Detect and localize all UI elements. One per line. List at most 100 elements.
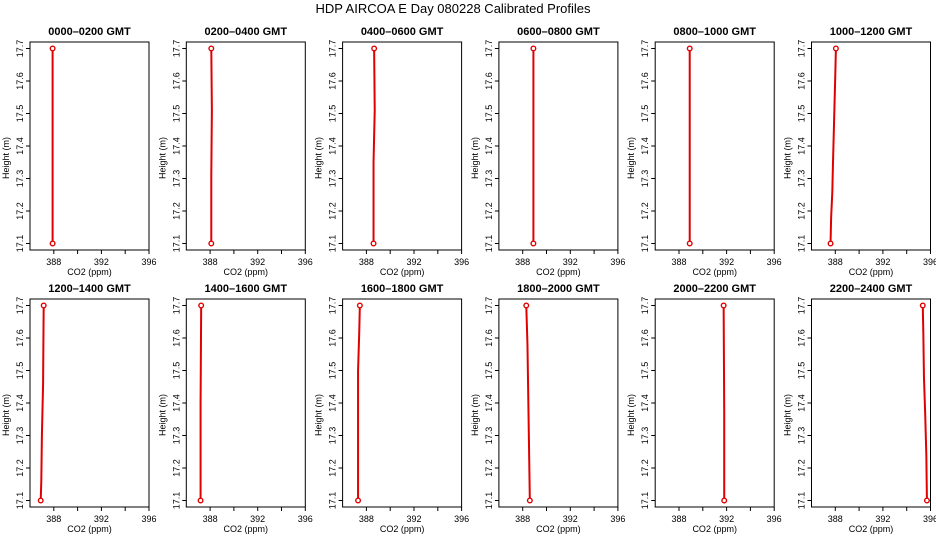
x-axis-label: CO2 (ppm) [692,267,737,277]
y-tick-label: 17.3 [640,170,650,188]
y-tick-label: 17.1 [328,235,338,253]
x-axis-label: CO2 (ppm) [692,524,737,534]
panel-11: 2000–2200 GMT 388 392 396 17.1 17.2 17.3 17.4 17… [626,283,782,534]
x-tick-label: 392 [406,257,421,267]
profile-point [355,497,362,504]
y-tick-label: 17.3 [15,170,25,188]
y-tick-label: 17.6 [484,72,494,90]
x-tick-label: 396 [767,514,782,524]
y-tick-label: 17.2 [640,459,650,477]
plot-frame [654,41,775,251]
y-tick-label: 17.7 [328,297,338,315]
y-axis-label: Height (m) [157,137,167,179]
figure-title: HDP AIRCOA E Day 080228 Calibrated Profi… [315,1,591,16]
y-tick-label: 17.7 [640,40,650,58]
y-tick-label: 17.6 [171,329,181,347]
panel-10: 1800–2000 GMT 388 392 396 17.1 17.2 17.3 17.4 17… [470,283,626,534]
y-axis-label: Height (m) [783,394,793,436]
y-tick-label: 17.7 [15,40,25,58]
x-axis-label: CO2 (ppm) [536,267,581,277]
y-tick-label: 17.3 [171,427,181,445]
x-axis-label: CO2 (ppm) [380,524,425,534]
x-tick-label: 392 [719,257,734,267]
y-tick-label: 17.7 [797,297,807,315]
y-tick-label: 17.2 [484,202,494,220]
y-tick-label: 17.7 [640,297,650,315]
x-tick-label: 392 [406,514,421,524]
x-tick-label: 392 [94,257,109,267]
panel-9: 1600–1800 GMT 388 392 396 17.1 17.2 17.3 17.4 17… [314,283,470,534]
x-tick-label: 396 [454,257,469,267]
y-tick-label: 17.4 [15,137,25,155]
x-tick-label: 396 [298,514,313,524]
y-tick-label: 17.4 [484,137,494,155]
x-tick-label: 396 [610,257,625,267]
y-tick-label: 17.6 [484,329,494,347]
y-tick-label: 17.2 [15,202,25,220]
panel-title: 0800–1000 GMT [673,26,756,38]
profile-line [39,305,45,501]
y-tick-label: 17.7 [15,297,25,315]
y-tick-label: 17.6 [328,329,338,347]
y-tick-label: 17.5 [640,362,650,380]
y-tick-label: 17.4 [640,137,650,155]
profile-point [832,45,839,52]
y-tick-label: 17.3 [797,170,807,188]
y-tick-label: 17.1 [171,235,181,253]
panel-title: 0400–0600 GMT [361,26,444,38]
x-tick-label: 392 [94,514,109,524]
panel-2: 0200–0400 GMT 388 392 396 17.1 17.2 17.3 17.4 17… [157,26,313,277]
y-tick-label: 17.3 [797,427,807,445]
y-tick-label: 17.1 [797,235,807,253]
x-tick-label: 392 [250,514,265,524]
profile-point [530,240,537,247]
y-tick-label: 17.3 [484,170,494,188]
x-tick-label: 392 [563,257,578,267]
y-tick-label: 17.1 [640,492,650,510]
y-tick-label: 17.1 [171,492,181,510]
y-tick-label: 17.7 [484,297,494,315]
panel-1: 0000–0200 GMT 388 392 396 17.1 17.2 17.3 17.4 17… [1,26,157,277]
y-tick-label: 17.6 [797,329,807,347]
panel-title: 0000–0200 GMT [48,26,131,38]
y-tick-label: 17.5 [797,362,807,380]
panel-4: 0600–0800 GMT 388 392 396 17.1 17.2 17.3 17.4 17… [470,26,626,277]
x-tick-label: 388 [359,257,374,267]
profile-point [919,302,926,309]
x-tick-label: 396 [923,514,936,524]
profile-point [197,497,204,504]
y-axis-label: Height (m) [157,394,167,436]
y-tick-label: 17.2 [171,459,181,477]
x-axis-label: CO2 (ppm) [849,524,894,534]
x-tick-label: 396 [141,514,156,524]
y-axis-label: Height (m) [783,137,793,179]
profile-point [198,302,205,309]
y-tick-label: 17.2 [797,202,807,220]
profile-line [210,48,213,244]
x-axis-label: CO2 (ppm) [224,524,269,534]
x-axis-label: CO2 (ppm) [849,267,894,277]
profile-point [370,240,377,247]
profile-line [525,305,531,501]
y-tick-label: 17.2 [171,202,181,220]
y-tick-label: 17.5 [640,105,650,123]
x-tick-label: 388 [515,514,530,524]
y-tick-label: 17.6 [640,329,650,347]
profile-point [720,302,727,309]
y-axis-label: Height (m) [1,394,11,436]
y-tick-label: 17.2 [484,459,494,477]
panel-title: 2000–2200 GMT [673,283,756,295]
panel-6: 1000–1200 GMT 388 392 396 17.1 17.2 17.3 17.4 17… [783,26,936,277]
y-tick-label: 17.4 [328,394,338,412]
y-axis-label: Height (m) [470,394,480,436]
x-tick-label: 396 [767,257,782,267]
y-tick-label: 17.1 [640,235,650,253]
y-axis-label: Height (m) [1,137,11,179]
x-tick-label: 392 [563,514,578,524]
y-tick-label: 17.6 [171,72,181,90]
panel-title: 1600–1800 GMT [361,283,444,295]
profile-line [829,48,837,244]
profile-point [356,302,363,309]
y-tick-label: 17.1 [15,492,25,510]
